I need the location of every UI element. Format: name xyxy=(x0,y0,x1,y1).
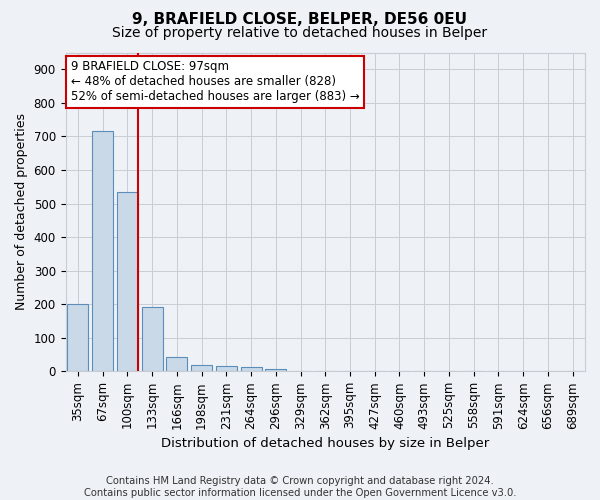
Bar xyxy=(265,368,286,372)
Bar xyxy=(92,132,113,372)
Bar xyxy=(117,192,138,372)
Bar xyxy=(241,368,262,372)
Bar xyxy=(67,304,88,372)
Text: Size of property relative to detached houses in Belper: Size of property relative to detached ho… xyxy=(112,26,488,40)
Y-axis label: Number of detached properties: Number of detached properties xyxy=(15,114,28,310)
Bar xyxy=(166,357,187,372)
Bar xyxy=(216,366,237,372)
X-axis label: Distribution of detached houses by size in Belper: Distribution of detached houses by size … xyxy=(161,437,490,450)
Text: 9 BRAFIELD CLOSE: 97sqm
← 48% of detached houses are smaller (828)
52% of semi-d: 9 BRAFIELD CLOSE: 97sqm ← 48% of detache… xyxy=(71,60,359,104)
Bar xyxy=(142,306,163,372)
Text: Contains HM Land Registry data © Crown copyright and database right 2024.
Contai: Contains HM Land Registry data © Crown c… xyxy=(84,476,516,498)
Bar xyxy=(191,365,212,372)
Text: 9, BRAFIELD CLOSE, BELPER, DE56 0EU: 9, BRAFIELD CLOSE, BELPER, DE56 0EU xyxy=(133,12,467,28)
